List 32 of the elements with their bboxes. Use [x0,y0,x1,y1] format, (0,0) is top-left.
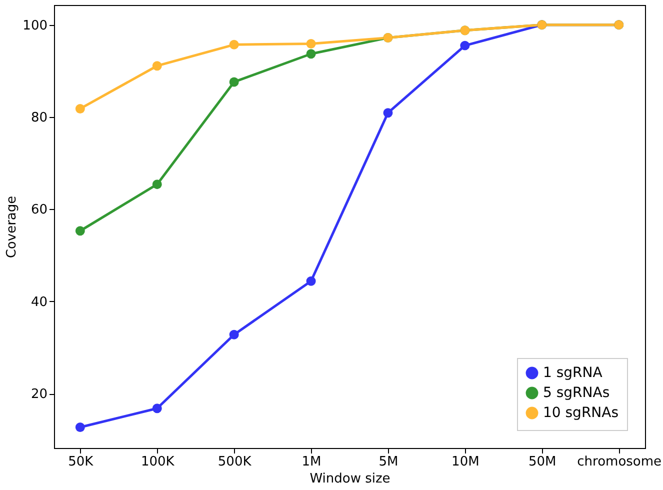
legend-label: 5 sgRNAs [543,385,610,401]
point [306,276,316,286]
point [75,104,85,114]
x-tick-label: 5M [378,454,398,470]
x-tick-label: 100K [140,454,175,470]
x-tick-label: 500K [218,454,252,470]
point [75,422,85,432]
y-tick-label: 60 [30,202,48,218]
legend-label: 10 sgRNAs [543,405,619,421]
y-tick-label: 100 [22,18,48,34]
point [229,330,239,340]
y-tick-label: 20 [30,387,48,402]
point [229,40,239,50]
x-tick-label: 50M [528,454,556,470]
y-tick-label: 80 [30,110,48,126]
x-tick-label: 1M [302,454,322,470]
point [152,180,162,190]
point [152,404,162,414]
x-tick-label: 10M [452,454,480,470]
x-axis-title: Window size [310,472,390,486]
y-axis-title: Coverage [4,196,20,258]
point [383,108,393,118]
x-tick-label: chromosome [577,454,662,470]
point [152,61,162,71]
point [306,49,316,59]
point [75,226,85,236]
x-tick-label: 50K [68,454,94,470]
point [229,77,239,87]
y-tick-label: 40 [30,294,48,310]
point [460,40,470,50]
legend-label: 1 sgRNA [543,365,603,381]
point [306,38,316,48]
